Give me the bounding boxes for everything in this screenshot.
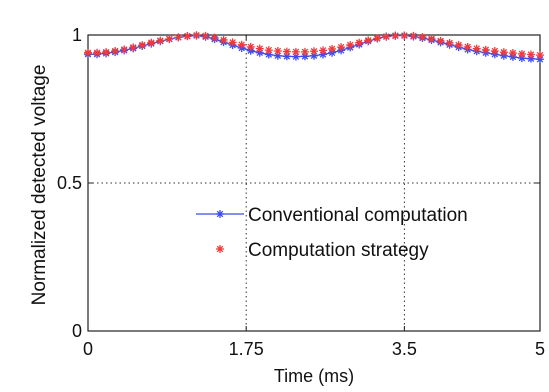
data-point xyxy=(481,45,490,54)
data-point xyxy=(536,51,544,60)
data-point xyxy=(517,54,526,63)
grid-layer xyxy=(88,35,540,331)
data-point xyxy=(264,46,273,55)
data-point xyxy=(310,47,318,56)
data-point xyxy=(526,50,535,59)
legend-swatch-marker xyxy=(216,245,224,253)
data-point xyxy=(228,38,237,47)
x-tick-label: 0 xyxy=(83,339,93,359)
series-strategy xyxy=(84,31,544,60)
x-axis-title: Time (ms) xyxy=(274,366,354,386)
x-tick-label: 3.5 xyxy=(392,339,417,359)
data-point xyxy=(192,31,201,40)
data-point xyxy=(120,45,129,54)
data-point xyxy=(319,46,328,55)
y-tick-label: 0.5 xyxy=(57,173,82,193)
data-point xyxy=(427,34,436,43)
data-point xyxy=(517,49,526,58)
data-point xyxy=(255,44,264,53)
data-point xyxy=(463,42,472,51)
data-point xyxy=(436,36,445,45)
legend-item-conventional: Conventional computation xyxy=(196,205,468,226)
data-point xyxy=(111,46,120,55)
data-point xyxy=(337,43,346,52)
y-tick-label: 1 xyxy=(72,25,82,45)
x-tick-label: 1.75 xyxy=(229,339,264,359)
data-point xyxy=(102,48,111,57)
data-point xyxy=(291,47,300,56)
data-point xyxy=(156,36,165,45)
data-point xyxy=(273,51,282,60)
data-point xyxy=(454,41,463,50)
data-point xyxy=(499,48,508,57)
data-point xyxy=(400,31,409,40)
data-point xyxy=(490,46,499,55)
data-point xyxy=(382,32,391,41)
data-point xyxy=(373,34,382,43)
data-point xyxy=(138,41,147,50)
data-point xyxy=(364,36,373,45)
data-point xyxy=(445,38,454,47)
legend-swatch-marker xyxy=(216,210,224,218)
data-point xyxy=(219,36,228,45)
data-point xyxy=(310,51,318,60)
data-point xyxy=(210,33,219,42)
legend-label: Conventional computation xyxy=(248,205,468,226)
data-point xyxy=(355,38,364,47)
data-point xyxy=(472,44,481,53)
legend: Conventional computation Computation stra… xyxy=(196,205,468,261)
data-point xyxy=(237,40,246,49)
data-point xyxy=(282,52,291,61)
data-point xyxy=(300,47,309,56)
x-tick-label: 5 xyxy=(535,339,545,359)
legend-item-strategy: Computation strategy xyxy=(216,240,429,261)
axes-layer: 0 1.75 3.5 5 0 0.5 1 xyxy=(57,25,545,359)
data-point xyxy=(93,48,102,57)
data-point xyxy=(84,48,92,57)
data-point xyxy=(129,43,138,52)
data-point xyxy=(418,33,427,42)
y-axis-title: Normalized detected voltage xyxy=(29,65,50,306)
data-point xyxy=(508,49,517,58)
data-point xyxy=(201,31,210,40)
legend-label: Computation strategy xyxy=(248,240,429,261)
data-point xyxy=(183,32,192,41)
data-point xyxy=(319,50,328,59)
data-point xyxy=(291,52,300,61)
data-point xyxy=(346,41,355,50)
data-point xyxy=(282,47,291,56)
data-point xyxy=(536,55,544,64)
data-point xyxy=(328,44,337,53)
data-point xyxy=(391,31,400,40)
data-point xyxy=(255,48,264,57)
y-tick-label: 0 xyxy=(72,321,82,341)
series-layer xyxy=(84,31,544,64)
data-point xyxy=(264,50,273,59)
data-point xyxy=(174,33,183,42)
data-point xyxy=(165,34,174,43)
data-point xyxy=(300,52,309,61)
data-point xyxy=(147,38,156,47)
data-point xyxy=(246,42,255,51)
data-point xyxy=(526,54,535,63)
data-point xyxy=(409,31,418,40)
data-point xyxy=(273,46,282,55)
